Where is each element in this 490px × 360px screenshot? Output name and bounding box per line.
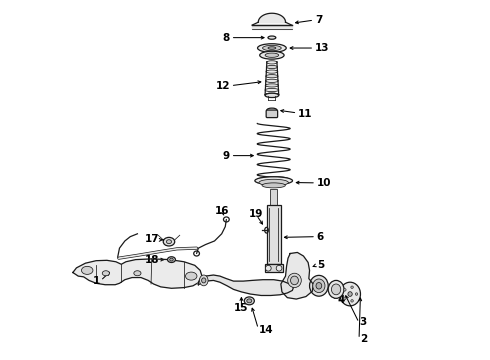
Ellipse shape — [265, 84, 278, 87]
Ellipse shape — [245, 297, 254, 305]
Ellipse shape — [266, 66, 277, 69]
Ellipse shape — [265, 93, 279, 98]
Ellipse shape — [266, 79, 278, 82]
Ellipse shape — [351, 286, 353, 288]
Ellipse shape — [343, 297, 346, 300]
Ellipse shape — [355, 293, 358, 295]
Ellipse shape — [291, 276, 298, 285]
Ellipse shape — [348, 292, 352, 296]
Text: 10: 10 — [317, 178, 331, 188]
Text: 19: 19 — [249, 209, 264, 219]
Bar — [267, 205, 280, 264]
Ellipse shape — [265, 93, 279, 96]
Ellipse shape — [288, 273, 301, 288]
Ellipse shape — [102, 271, 109, 276]
Ellipse shape — [328, 280, 344, 298]
Ellipse shape — [267, 108, 277, 112]
Text: 9: 9 — [223, 150, 230, 161]
Text: 11: 11 — [298, 109, 313, 119]
Text: 4: 4 — [337, 296, 344, 306]
Ellipse shape — [170, 258, 173, 261]
Ellipse shape — [199, 275, 208, 286]
Text: 18: 18 — [145, 255, 160, 265]
Ellipse shape — [266, 265, 271, 271]
Ellipse shape — [134, 271, 141, 276]
Ellipse shape — [340, 282, 361, 306]
Ellipse shape — [163, 237, 175, 246]
Text: 1: 1 — [93, 276, 100, 286]
Text: 8: 8 — [222, 33, 230, 42]
Bar — [270, 189, 277, 208]
Text: 3: 3 — [360, 318, 367, 327]
Ellipse shape — [260, 51, 284, 59]
Polygon shape — [198, 275, 294, 296]
Ellipse shape — [268, 36, 276, 39]
Ellipse shape — [265, 89, 279, 92]
Ellipse shape — [201, 278, 206, 283]
Ellipse shape — [247, 299, 252, 303]
Ellipse shape — [263, 45, 281, 51]
Ellipse shape — [167, 240, 172, 244]
Ellipse shape — [331, 284, 341, 295]
Ellipse shape — [310, 275, 328, 296]
Ellipse shape — [265, 53, 279, 57]
Ellipse shape — [266, 70, 278, 73]
Ellipse shape — [81, 266, 93, 274]
Text: 2: 2 — [360, 334, 367, 344]
Ellipse shape — [276, 265, 282, 271]
Text: 5: 5 — [317, 260, 324, 270]
Bar — [265, 264, 283, 272]
Ellipse shape — [351, 300, 353, 302]
Polygon shape — [281, 252, 313, 299]
Ellipse shape — [313, 279, 325, 293]
Text: 12: 12 — [216, 81, 230, 91]
Ellipse shape — [266, 75, 278, 78]
Ellipse shape — [186, 272, 197, 280]
Text: 6: 6 — [317, 232, 324, 242]
Text: 13: 13 — [315, 43, 329, 53]
Ellipse shape — [262, 183, 285, 188]
Ellipse shape — [316, 283, 322, 289]
Polygon shape — [73, 259, 202, 288]
Text: 14: 14 — [259, 325, 273, 335]
Text: 16: 16 — [215, 206, 230, 216]
Text: 7: 7 — [315, 15, 322, 25]
Ellipse shape — [268, 47, 276, 49]
Ellipse shape — [257, 176, 290, 184]
Ellipse shape — [258, 44, 286, 52]
FancyBboxPatch shape — [266, 110, 278, 118]
Ellipse shape — [343, 289, 346, 291]
Ellipse shape — [267, 61, 277, 64]
Ellipse shape — [255, 177, 293, 185]
Text: 17: 17 — [145, 234, 160, 244]
Ellipse shape — [259, 179, 289, 186]
Text: 15: 15 — [234, 303, 248, 314]
Ellipse shape — [168, 257, 175, 262]
